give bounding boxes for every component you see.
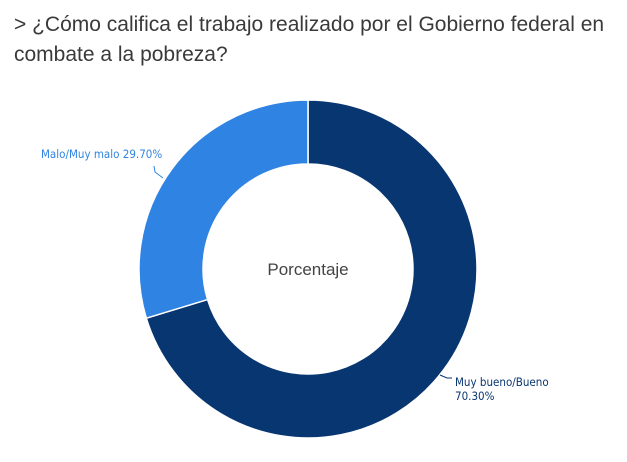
slice-value-label: 70.30% — [455, 389, 495, 403]
slice-label: Muy bueno/Bueno — [455, 375, 549, 389]
slice-malo-muy-malo — [138, 99, 309, 320]
slice-label: Malo/Muy malo 29.70% — [41, 147, 162, 161]
slice-muy-bueno-bueno — [145, 99, 478, 439]
leader-line — [153, 165, 164, 179]
chart-title: > ¿Cómo califica el trabajo realizado po… — [14, 13, 605, 66]
leader-line — [439, 374, 452, 379]
center-label: Porcentaje — [267, 260, 348, 279]
